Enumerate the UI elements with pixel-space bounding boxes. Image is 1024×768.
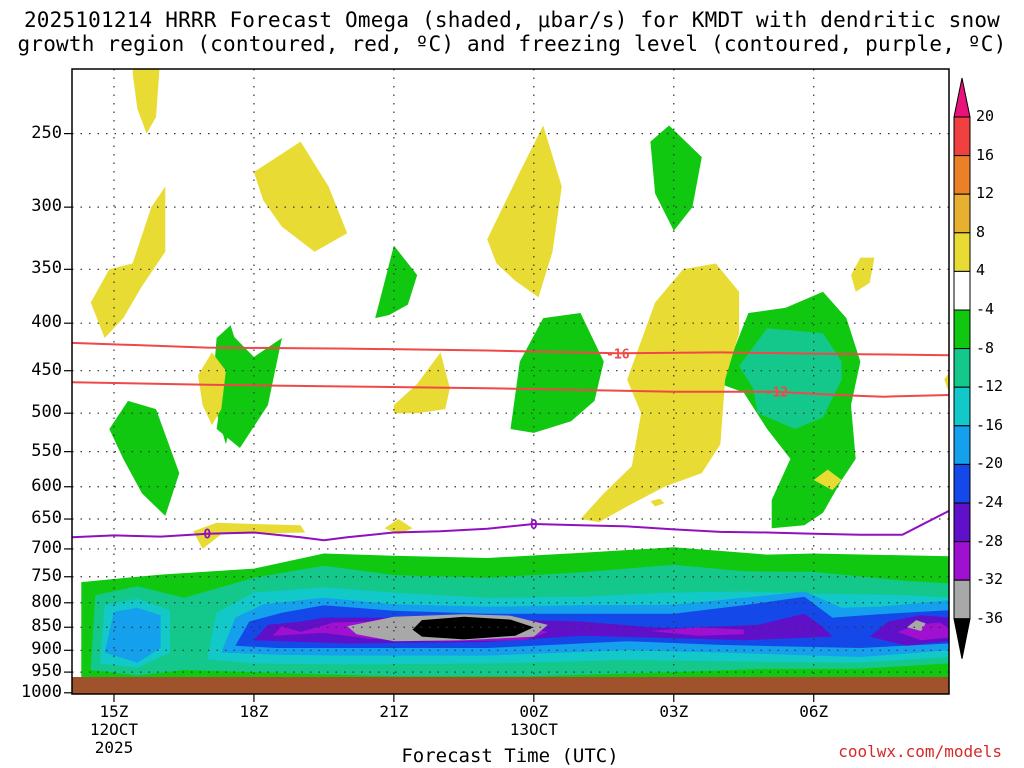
contour-lines: -16 -12 0 0	[71, 341, 950, 543]
colorbar-segment-1	[953, 155, 971, 195]
y-tick-label-450: 450	[31, 359, 62, 380]
x-tick-label-21Z: 21Z	[379, 702, 409, 721]
chart-title-line-2: growth region (contoured, red, ºC) and f…	[17, 32, 1007, 56]
omega-region-4	[104, 607, 161, 663]
y-tick-label-600: 600	[31, 475, 62, 496]
ground-surface-bar	[72, 677, 949, 694]
colorbar-segment-7	[953, 386, 971, 427]
colorbar-label--4: -4	[976, 300, 995, 318]
plot-frame	[71, 68, 950, 695]
colorbar-label--20: -20	[976, 454, 1004, 473]
x-axis-title: Forecast Time (UTC)	[401, 745, 619, 767]
y-tick-label-750: 750	[31, 565, 62, 586]
colorbar-segment-10	[953, 502, 971, 543]
colorbar-label--32: -32	[976, 570, 1004, 589]
y-tick-label-650: 650	[31, 508, 62, 529]
colorbar-label-4: 4	[976, 261, 986, 280]
y-tick-label-800: 800	[31, 591, 62, 612]
freezing-level-label: 0	[203, 528, 211, 543]
positive-omega-region-11	[944, 372, 949, 393]
positive-omega-region-0	[132, 69, 160, 134]
positive-omega-region-7	[851, 257, 875, 292]
positive-omega-region-1	[90, 186, 166, 338]
omega-region-11	[897, 622, 949, 641]
colorbar-label--8: -8	[976, 338, 995, 357]
chart-title-line-1: 2025101214 HRRR Forecast Omega (shaded, …	[23, 8, 1001, 32]
omega-region-20	[109, 400, 180, 516]
colorbar-label--28: -28	[976, 531, 1004, 550]
y-tick-label-850: 850	[31, 616, 62, 637]
x-tick-label-15Z-sub1: 12OCT	[89, 720, 139, 739]
y-tick-label-950: 950	[31, 661, 62, 682]
y-tick-label-400: 400	[31, 312, 62, 333]
dgz-contour-label: -16	[606, 347, 630, 362]
colorbar-label-8: 8	[976, 222, 986, 241]
dgz-contour--12	[71, 381, 950, 398]
positive-omega-region-8	[813, 469, 842, 491]
colorbar-segment-3	[953, 232, 971, 272]
omega-shading	[81, 69, 949, 689]
colorbar-segment-11	[953, 541, 971, 581]
omega-region-10	[650, 627, 744, 636]
omega-region-17	[510, 313, 604, 433]
y-tick-label-350: 350	[31, 258, 62, 279]
colorbar-segment-2	[953, 193, 971, 234]
y-tick-label-250: 250	[31, 122, 62, 143]
freezing-level-contour	[71, 510, 950, 542]
colorbar-segment-9	[953, 463, 971, 504]
x-tick-label-03Z: 03Z	[659, 702, 689, 721]
positive-omega-region-9	[193, 522, 306, 549]
y-tick-label-300: 300	[31, 196, 62, 217]
colorbar-segment-0	[953, 116, 971, 157]
y-tick-label-900: 900	[31, 639, 62, 660]
x-tick-label-15Z: 15Z	[99, 702, 129, 721]
colorbar-segment-8	[953, 425, 971, 465]
colorbar	[953, 77, 971, 659]
colorbar-label--36: -36	[976, 608, 1004, 627]
colorbar-top-arrow	[953, 77, 971, 118]
colorbar-bottom-arrow	[953, 618, 971, 659]
colorbar-segment-5	[953, 309, 971, 350]
omega-region-21	[650, 125, 702, 231]
colorbar-label-20: 20	[976, 107, 995, 125]
positive-omega-region-5	[393, 352, 450, 414]
dgz-contour--16	[71, 341, 950, 357]
positive-omega-region-6	[580, 263, 740, 523]
omega-region-14	[412, 616, 534, 640]
credit-link[interactable]: coolwx.com/models	[838, 742, 1002, 761]
colorbar-label--12: -12	[976, 377, 1004, 396]
positive-omega-region-3	[487, 125, 562, 298]
x-tick-label-00Z-sub1: 13OCT	[509, 720, 558, 739]
colorbar-segment-4	[953, 270, 971, 311]
positive-omega-region-4	[198, 352, 226, 426]
positive-omega-region-2	[253, 141, 348, 252]
dgz-contour-label: -12	[765, 386, 788, 401]
x-tick-label-18Z: 18Z	[239, 702, 269, 721]
colorbar-segment-6	[953, 348, 971, 388]
y-tick-label-700: 700	[31, 537, 62, 558]
y-tick-label-500: 500	[31, 402, 62, 423]
x-tick-label-15Z-sub2: 2025	[94, 738, 134, 757]
axis-ticks	[64, 133, 815, 702]
colorbar-label-16: 16	[976, 145, 995, 164]
positive-omega-region-10	[384, 519, 413, 535]
colorbar-label--24: -24	[976, 493, 1004, 511]
y-tick-label-1000: 1000	[21, 681, 62, 702]
colorbar-label-12: 12	[976, 184, 995, 203]
colorbar-segment-12	[953, 579, 971, 620]
x-tick-label-06Z: 06Z	[799, 702, 829, 721]
colorbar-label--16: -16	[976, 415, 1004, 434]
freezing-level-label: 0	[530, 518, 538, 533]
omega-region-13	[907, 620, 926, 631]
omega-region-16	[375, 245, 418, 319]
x-tick-label-00Z: 00Z	[519, 702, 549, 721]
positive-omega-region-13	[650, 498, 665, 507]
y-tick-label-550: 550	[31, 440, 62, 461]
